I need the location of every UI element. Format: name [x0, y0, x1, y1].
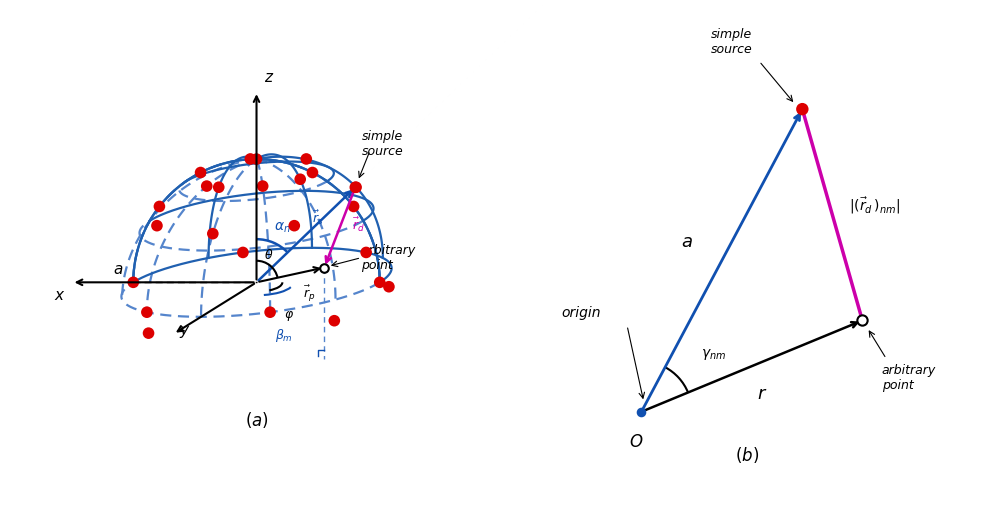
Point — [358, 248, 374, 257]
Point — [199, 182, 215, 190]
Text: $\gamma_{nm}$: $\gamma_{nm}$ — [700, 347, 726, 362]
Point — [193, 168, 209, 176]
Point — [141, 329, 157, 337]
Text: simple
source: simple source — [362, 130, 403, 158]
Point — [372, 278, 388, 286]
Text: $O$: $O$ — [629, 433, 644, 451]
Point — [126, 278, 142, 286]
Point — [305, 168, 321, 176]
Text: $a$: $a$ — [114, 263, 124, 277]
Point — [254, 182, 270, 190]
Text: $(a)$: $(a)$ — [244, 410, 268, 430]
Point — [292, 175, 309, 184]
Point — [242, 155, 258, 163]
Point — [205, 230, 221, 238]
Point — [149, 222, 165, 230]
Point — [235, 248, 251, 257]
Text: $\beta_m$: $\beta_m$ — [274, 327, 292, 344]
Text: $\vec{r}_d$: $\vec{r}_d$ — [352, 216, 365, 234]
Text: $|(\vec{r}_d\,)_{nm}|$: $|(\vec{r}_d\,)_{nm}|$ — [849, 195, 900, 215]
Point — [248, 155, 264, 163]
Text: origin: origin — [562, 306, 601, 320]
Point — [262, 308, 278, 316]
Point — [633, 408, 649, 416]
Text: $r$: $r$ — [757, 385, 767, 404]
Text: $\vec{r}_s$: $\vec{r}_s$ — [313, 209, 324, 228]
Point — [139, 308, 155, 316]
Text: $y$: $y$ — [180, 323, 191, 340]
Point — [854, 316, 870, 324]
Text: $\varphi$: $\varphi$ — [283, 309, 293, 323]
Point — [317, 264, 333, 272]
Text: $a$: $a$ — [681, 233, 693, 251]
Point — [348, 183, 364, 191]
Point — [327, 317, 343, 325]
Point — [286, 222, 303, 230]
Point — [298, 155, 315, 163]
Point — [152, 202, 168, 210]
Text: arbitrary
point: arbitrary point — [881, 364, 936, 392]
Text: $\theta$: $\theta$ — [264, 248, 273, 262]
Point — [381, 283, 397, 291]
Text: $z$: $z$ — [264, 70, 274, 85]
Text: $\vec{r}_p$: $\vec{r}_p$ — [304, 283, 316, 304]
Text: simple
source: simple source — [712, 28, 753, 56]
Text: $(b)$: $(b)$ — [735, 445, 759, 464]
Text: $\alpha_n$: $\alpha_n$ — [273, 221, 290, 235]
Text: $x$: $x$ — [54, 288, 65, 304]
Point — [211, 183, 227, 191]
Text: arbitrary
point: arbitrary point — [361, 244, 415, 272]
Point — [348, 183, 364, 191]
Point — [794, 105, 810, 113]
Point — [346, 202, 362, 210]
